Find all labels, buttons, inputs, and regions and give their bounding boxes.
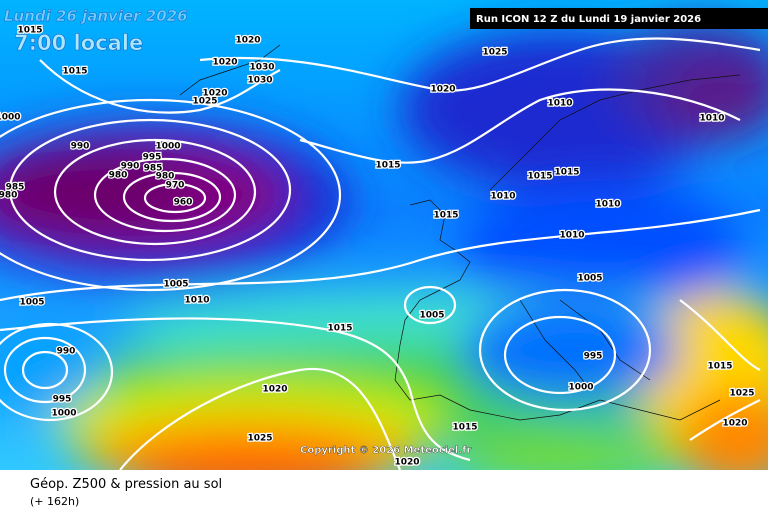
- isobar-label: 1000: [0, 113, 21, 123]
- isobar-label: 1020: [394, 458, 419, 468]
- isobar-label: 1000: [155, 142, 180, 152]
- isobar-label: 1010: [490, 192, 515, 202]
- isobar-label: 970: [166, 181, 185, 191]
- isobar-label: 1000: [568, 383, 593, 393]
- isobar-label: 995: [143, 153, 162, 163]
- isobar-label: 980: [109, 171, 128, 181]
- isobar-label: 1020: [430, 85, 455, 95]
- run-box: [470, 8, 768, 29]
- isobar-label: 1020: [235, 36, 260, 46]
- isobar-label: 1015: [327, 324, 352, 334]
- field: [0, 0, 768, 500]
- isobar-label: 985: [144, 164, 163, 174]
- isobar-label: 1015: [554, 168, 579, 178]
- isobar-label: 1020: [722, 419, 747, 429]
- isobar-label: 1030: [249, 63, 274, 73]
- copyright: Copyright © 2026 Meteociel.fr: [300, 445, 471, 456]
- isobar-label: 995: [584, 352, 603, 362]
- isobar-label: 980: [156, 172, 175, 182]
- isobar-label: 1020: [212, 58, 237, 68]
- isobar-label: 1010: [699, 114, 724, 124]
- isobar-label: 1025: [192, 97, 217, 107]
- isobar-label: 980: [0, 191, 17, 201]
- isobars: [0, 37, 761, 471]
- isobar-label: 1005: [419, 311, 444, 321]
- isobar-label: 1010: [547, 99, 572, 109]
- isobar-label: 1025: [482, 48, 507, 58]
- isobar-label: 1020: [202, 89, 227, 99]
- footer-panel: [0, 470, 768, 512]
- isobar-label: 1015: [375, 161, 400, 171]
- isobar-label: 1010: [184, 296, 209, 306]
- isobar-label: 1020: [262, 385, 287, 395]
- isobar-label: 1010: [595, 200, 620, 210]
- footer-lead: (+ 162h): [30, 495, 79, 508]
- isobar-label: 985: [6, 183, 25, 193]
- isobar-label: 990: [121, 162, 140, 172]
- isobar-label: 1005: [19, 298, 44, 308]
- footer-title: Géop. Z500 & pression au sol: [30, 477, 222, 492]
- isobar-label: 1025: [247, 434, 272, 444]
- isobar-label: 990: [57, 347, 76, 357]
- isobar-label: 1025: [729, 389, 754, 399]
- isobar-label: 995: [53, 395, 72, 405]
- forecast-time: 7:00 locale: [14, 31, 143, 55]
- run-info: Run ICON 12 Z du Lundi 19 janvier 2026: [476, 14, 701, 25]
- isobar-label: 1030: [247, 76, 272, 86]
- forecast-date: Lundi 26 janvier 2026: [4, 7, 188, 25]
- isobar-label: 1015: [527, 172, 552, 182]
- isobar-label: 1015: [17, 26, 42, 36]
- isobar-label: 960: [174, 198, 193, 208]
- isobar-label: 1015: [62, 67, 87, 77]
- isobar-label: 1010: [559, 231, 584, 241]
- isobar-label: 990: [71, 142, 90, 152]
- isobar-label: 1005: [577, 274, 602, 284]
- coastlines: [179, 44, 741, 421]
- isobar-label: 1005: [163, 280, 188, 290]
- isobar-label: 1000: [51, 409, 76, 419]
- isobar-label: 1015: [452, 423, 477, 433]
- isobar-label: 1015: [707, 362, 732, 372]
- isobar-label: 1015: [433, 211, 458, 221]
